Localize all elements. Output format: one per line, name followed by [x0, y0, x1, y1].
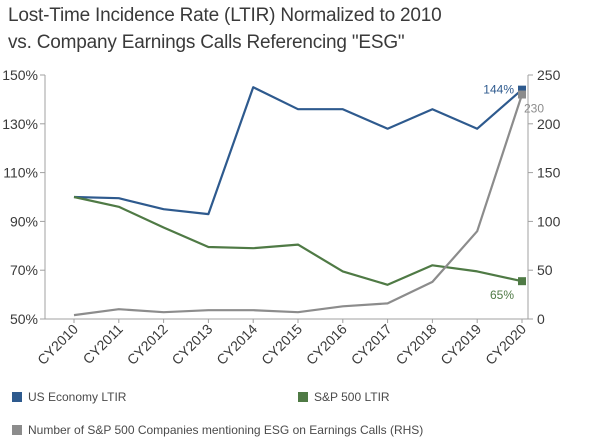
legend-label-us-economy: US Economy LTIR [28, 390, 127, 404]
legend-item-esg-mentions: Number of S&P 500 Companies mentioning E… [12, 423, 423, 437]
legend-swatch-esg-mentions [12, 425, 22, 435]
x-tick-label: CY2011 [80, 321, 127, 368]
x-tick-label: CY2013 [168, 321, 215, 368]
x-tick-label: CY2015 [258, 321, 305, 368]
x-tick-label: CY2019 [437, 321, 484, 368]
y-left-tick-label: 70% [10, 262, 38, 278]
legend-item-sp500: S&P 500 LTIR [298, 390, 390, 404]
chart-title-line-2: vs. Company Earnings Calls Referencing "… [8, 32, 405, 53]
series-0-end-marker [518, 85, 526, 94]
x-tick-label: CY2010 [34, 321, 81, 368]
series-1-end-label: 65% [490, 288, 514, 302]
legend-swatch-sp500 [298, 392, 308, 402]
chart-title: Lost-Time Incidence Rate (LTIR) Normaliz… [8, 2, 598, 56]
x-tick-label: CY2016 [303, 321, 350, 368]
y-right-tick-label: 200 [537, 116, 561, 132]
y-right-tick-label: 250 [537, 67, 561, 83]
series-line-1 [73, 195, 523, 286]
y-left-tick-label: 110% [3, 165, 38, 181]
series-2-end-label: 230 [524, 102, 544, 116]
x-tick-label: CY2018 [392, 321, 439, 368]
y-left-tick-label: 50% [10, 311, 38, 327]
chart-title-line-1: Lost-Time Incidence Rate (LTIR) Normaliz… [8, 5, 442, 26]
x-tick-label: CY2017 [348, 321, 395, 368]
y-right-tick-label: 100 [537, 213, 561, 229]
x-tick-label: CY2014 [213, 321, 260, 368]
x-tick-label: CY2012 [124, 321, 171, 368]
series-0-end-label: 144% [483, 83, 514, 97]
y-right-tick-label: 150 [537, 165, 561, 181]
y-left-tick-label: 130% [2, 116, 38, 132]
legend-swatch-us-economy [12, 392, 22, 402]
x-tick-label: CY2020 [482, 321, 529, 368]
legend-item-us-economy: US Economy LTIR [12, 390, 126, 404]
series-1-end-marker [518, 277, 526, 286]
legend-label-sp500: S&P 500 LTIR [314, 390, 390, 404]
series-line-0 [73, 86, 523, 216]
legend-label-esg-mentions: Number of S&P 500 Companies mentioning E… [28, 423, 424, 437]
y-right-tick-label: 50 [537, 262, 553, 278]
y-left-tick-label: 150% [2, 67, 38, 83]
y-left-tick-label: 90% [10, 213, 38, 229]
y-right-tick-label: 0 [537, 311, 545, 327]
series-2-end-marker [518, 90, 526, 99]
